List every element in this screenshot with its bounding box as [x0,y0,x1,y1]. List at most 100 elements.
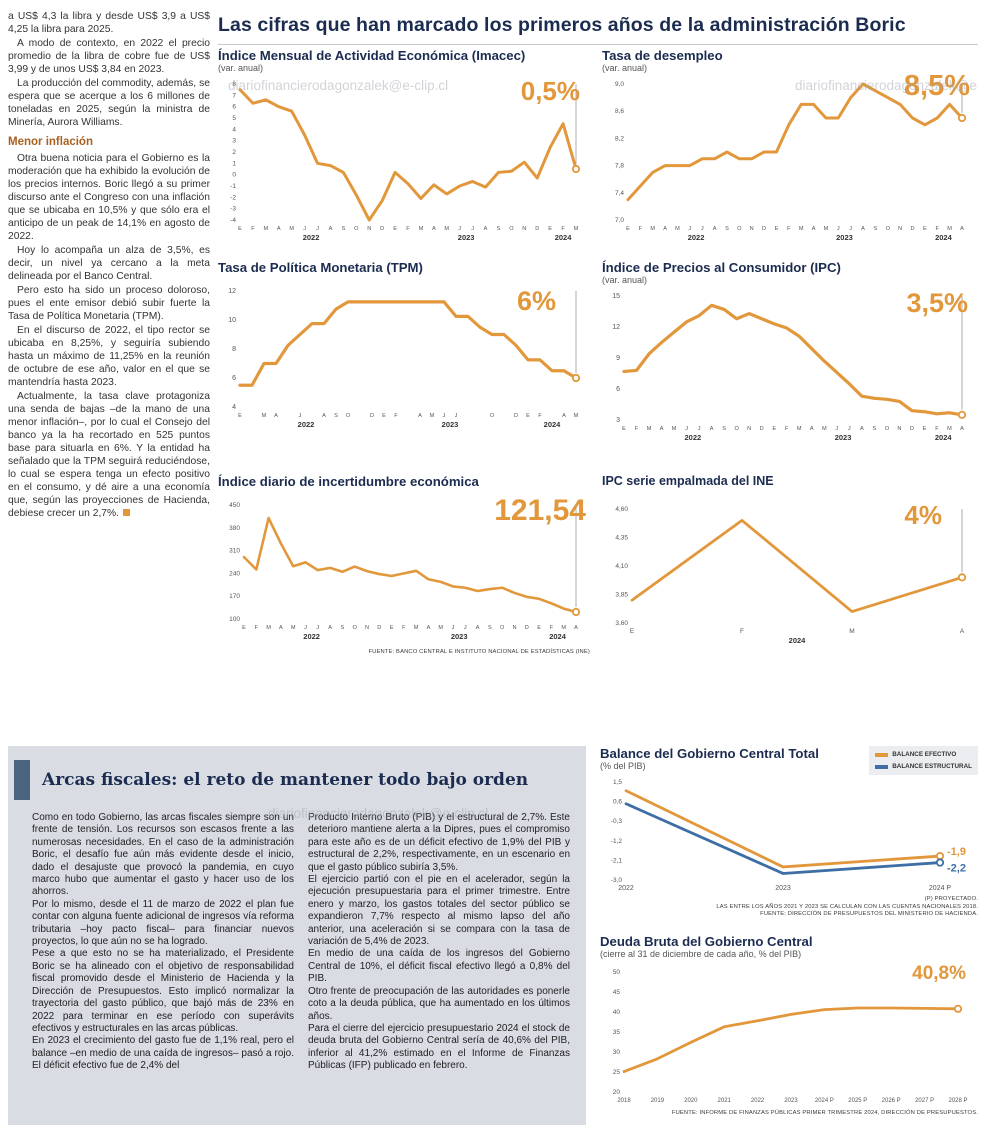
paragraph: En 2023 el crecimiento del gasto fue de … [32,1035,294,1072]
svg-text:S: S [497,226,501,232]
svg-text:30: 30 [613,1049,621,1056]
svg-text:2023: 2023 [442,420,459,429]
svg-text:E: E [630,628,635,635]
svg-text:A: A [960,426,964,432]
svg-text:8: 8 [232,346,236,353]
chart-balance-subtitle: (% del PIB) [600,761,646,771]
ipc-ine-line-chart: 4,60 4,35 4,10 3,85 3,60 E F M A 2024 [602,499,976,651]
svg-text:F: F [406,226,410,232]
fiscal-article-header: Arcas fiscales: el reto de mantener todo… [8,746,586,806]
svg-text:O: O [737,226,742,232]
chart-ipc-subtitle: (var. anual) [602,275,648,285]
svg-text:50: 50 [613,969,621,976]
balance-line-chart: 1,5 0,6 -0,3 -1,2 -2,1 -3,0 2022 2023 2024 P -1,9… [600,774,978,896]
paragraph: El ejercicio partió con el pie en el ace… [308,874,570,948]
paragraph: En medio de una caída de los ingresos de… [308,948,570,985]
svg-text:-3,0: -3,0 [611,877,623,884]
svg-text:170: 170 [229,593,240,600]
paragraph: A modo de contexto, en 2022 el precio pr… [8,38,210,75]
svg-text:2023: 2023 [775,885,791,892]
svg-text:J: J [701,226,704,232]
svg-text:J: J [837,226,840,232]
chart-deuda-title: Deuda Bruta del Gobierno Central [600,934,813,949]
svg-text:A: A [574,625,578,631]
svg-text:F: F [639,226,643,232]
svg-text:S: S [341,625,345,631]
paragraph: En el discurso de 2022, el tipo rector s… [8,325,210,388]
svg-text:-3: -3 [230,206,236,213]
svg-text:45: 45 [613,989,621,996]
svg-text:A: A [328,625,332,631]
svg-text:-1,2: -1,2 [611,838,623,845]
svg-text:6: 6 [232,104,236,111]
svg-text:M: M [438,625,443,631]
left-article-column: a US$ 4,3 la libra y desde US$ 3,9 a US$… [8,10,210,742]
legend-label-estructural: BALANCE ESTRUCTURAL [892,763,972,770]
svg-text:4,60: 4,60 [615,506,628,513]
svg-text:F: F [550,625,554,631]
svg-text:M: M [414,625,419,631]
chart-incertidumbre-block: Índice diario de incertidumbre económica… [218,474,590,657]
svg-text:A: A [713,226,717,232]
svg-text:A: A [562,413,566,419]
paragraph: Producto Interno Bruto (PIB) y el estruc… [308,812,570,873]
svg-text:S: S [722,426,726,432]
chart-desempleo-title: Tasa de desempleo [602,48,723,63]
svg-text:2023: 2023 [451,632,468,641]
svg-text:8,6: 8,6 [615,108,624,115]
svg-text:2025 P: 2025 P [848,1098,867,1104]
chart-imacec-block: Índice Mensual de Actividad Económica (I… [218,48,590,248]
svg-text:E: E [390,625,394,631]
svg-text:M: M [849,628,854,635]
svg-text:M: M [647,426,652,432]
svg-text:2022: 2022 [303,632,320,641]
svg-text:3: 3 [616,417,620,424]
svg-text:O: O [509,226,514,232]
svg-text:A: A [960,628,965,635]
svg-text:450: 450 [229,502,240,509]
svg-text:O: O [885,426,890,432]
top-charts-source: FUENTE: BANCO CENTRAL E INSTITUTO NACION… [368,649,590,655]
svg-text:9: 9 [616,355,620,362]
imacec-line-chart: 8 7 6 5 4 3 2 1 0 -1 -2 -3 -4 E F M A M J J A S O N D E F M A M J J A S O N… [218,76,590,248]
svg-text:O: O [352,625,357,631]
svg-text:40: 40 [613,1009,621,1016]
efectivo-swatch [875,752,889,757]
estructural-swatch [875,764,889,769]
svg-text:O: O [354,226,359,232]
svg-text:8: 8 [232,81,236,88]
svg-text:3: 3 [232,138,236,145]
chart-imacec-subtitle: (var. anual) [218,63,264,73]
svg-text:D: D [370,413,374,419]
svg-text:A: A [418,413,422,419]
paragraph: Actualmente, la tasa clave protagoniza u… [8,391,210,519]
paragraph: a US$ 4,3 la libra y desde US$ 3,9 a US$… [8,11,210,35]
svg-text:S: S [488,625,492,631]
svg-text:J: J [304,625,307,631]
svg-text:J: J [299,413,302,419]
svg-text:M: M [419,226,424,232]
balance-legend: BALANCE EFECTIVO BALANCE ESTRUCTURAL [869,746,978,775]
svg-text:M: M [947,426,952,432]
legend-label-efectivo: BALANCE EFECTIVO [892,751,957,758]
svg-text:A: A [279,625,283,631]
svg-text:2023: 2023 [458,233,475,242]
svg-text:A: A [322,413,326,419]
svg-text:O: O [346,413,351,419]
svg-text:M: M [291,625,296,631]
svg-text:E: E [526,413,530,419]
svg-text:D: D [910,426,914,432]
chart-desempleo-subtitle: (var. anual) [602,63,648,73]
paragraph: Pese a que esto no se ha materializado, … [32,948,294,1034]
svg-text:M: M [444,226,449,232]
svg-text:E: E [393,226,397,232]
chart-balance-block: BALANCE EFECTIVO BALANCE ESTRUCTURAL Bal… [600,746,978,919]
svg-text:10: 10 [228,317,236,324]
svg-text:J: J [443,413,446,419]
chart-balance-title: Balance del Gobierno Central Total [600,746,819,761]
svg-text:4: 4 [232,404,236,411]
paragraph: Para el cierre del ejercicio presupuesta… [308,1022,570,1072]
svg-text:M: M [822,426,827,432]
svg-text:2027 P: 2027 P [915,1098,934,1104]
